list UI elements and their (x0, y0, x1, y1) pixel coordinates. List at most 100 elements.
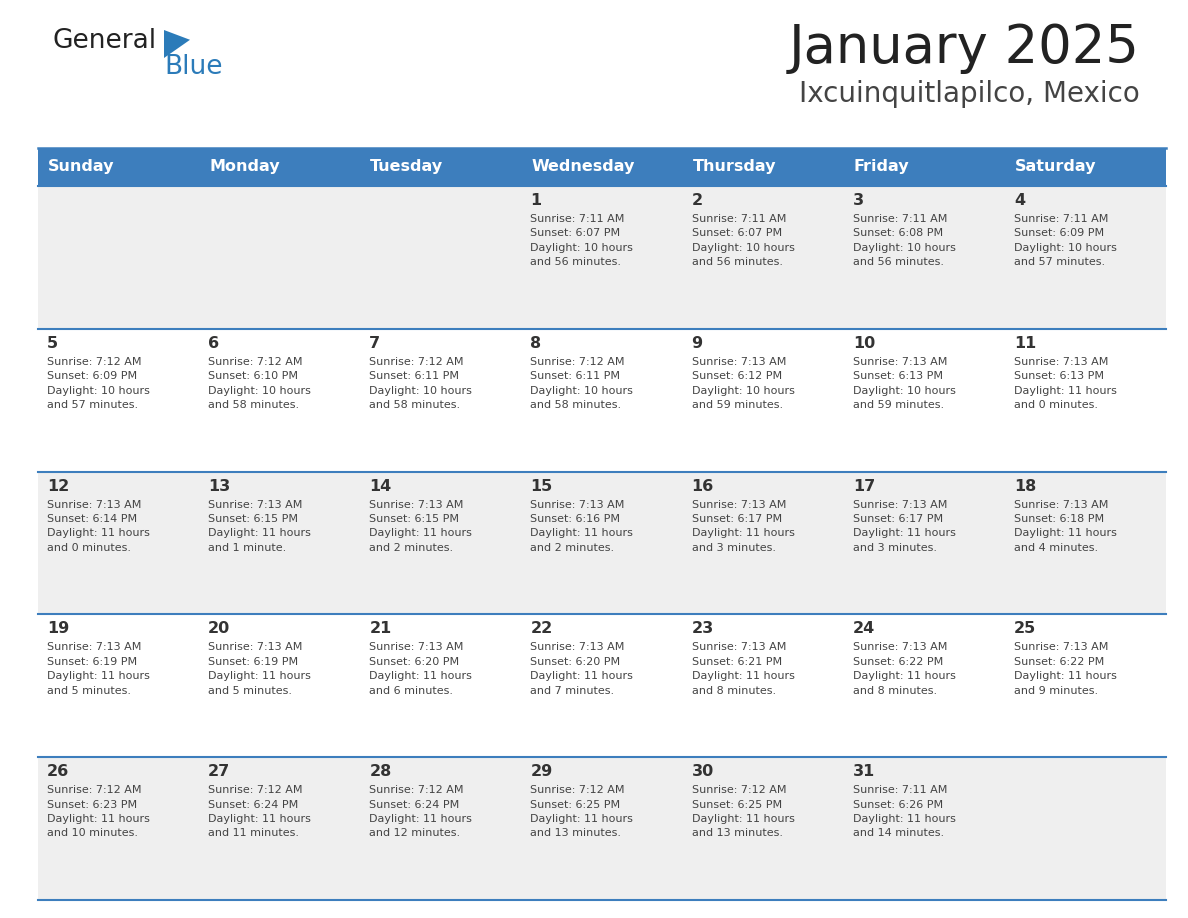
Text: Monday: Monday (209, 160, 279, 174)
Text: Sunrise: 7:13 AM
Sunset: 6:21 PM
Daylight: 11 hours
and 8 minutes.: Sunrise: 7:13 AM Sunset: 6:21 PM Dayligh… (691, 643, 795, 696)
Bar (1005, 757, 1165, 900)
Text: Sunrise: 7:13 AM
Sunset: 6:20 PM
Daylight: 11 hours
and 7 minutes.: Sunrise: 7:13 AM Sunset: 6:20 PM Dayligh… (530, 643, 633, 696)
Bar (38, 186, 200, 329)
Bar (683, 148, 843, 186)
Text: Sunrise: 7:12 AM
Sunset: 6:24 PM
Daylight: 11 hours
and 11 minutes.: Sunrise: 7:12 AM Sunset: 6:24 PM Dayligh… (208, 785, 311, 838)
Bar (1005, 186, 1165, 329)
Text: 29: 29 (530, 764, 552, 779)
Text: Blue: Blue (164, 54, 222, 80)
Bar (38, 329, 200, 472)
Bar (200, 329, 360, 472)
Text: 13: 13 (208, 478, 230, 494)
Text: Sunrise: 7:11 AM
Sunset: 6:08 PM
Daylight: 10 hours
and 56 minutes.: Sunrise: 7:11 AM Sunset: 6:08 PM Dayligh… (853, 214, 955, 267)
Text: Sunrise: 7:13 AM
Sunset: 6:18 PM
Daylight: 11 hours
and 4 minutes.: Sunrise: 7:13 AM Sunset: 6:18 PM Dayligh… (1013, 499, 1117, 553)
Text: 12: 12 (48, 478, 69, 494)
Text: Sunrise: 7:12 AM
Sunset: 6:10 PM
Daylight: 10 hours
and 58 minutes.: Sunrise: 7:12 AM Sunset: 6:10 PM Dayligh… (208, 357, 311, 410)
Text: Friday: Friday (854, 160, 909, 174)
Text: Sunrise: 7:11 AM
Sunset: 6:26 PM
Daylight: 11 hours
and 14 minutes.: Sunrise: 7:11 AM Sunset: 6:26 PM Dayligh… (853, 785, 955, 838)
Bar (360, 472, 522, 614)
Text: Sunrise: 7:13 AM
Sunset: 6:15 PM
Daylight: 11 hours
and 1 minute.: Sunrise: 7:13 AM Sunset: 6:15 PM Dayligh… (208, 499, 311, 553)
Text: 19: 19 (48, 621, 69, 636)
Text: 28: 28 (369, 764, 392, 779)
Text: 2: 2 (691, 193, 702, 208)
Text: 11: 11 (1013, 336, 1036, 351)
Bar (1005, 148, 1165, 186)
Bar (200, 614, 360, 757)
Bar (38, 757, 200, 900)
Text: 20: 20 (208, 621, 230, 636)
Text: Sunrise: 7:12 AM
Sunset: 6:24 PM
Daylight: 11 hours
and 12 minutes.: Sunrise: 7:12 AM Sunset: 6:24 PM Dayligh… (369, 785, 472, 838)
Text: Sunrise: 7:12 AM
Sunset: 6:11 PM
Daylight: 10 hours
and 58 minutes.: Sunrise: 7:12 AM Sunset: 6:11 PM Dayligh… (530, 357, 633, 410)
Text: 8: 8 (530, 336, 542, 351)
Bar (1005, 329, 1165, 472)
Bar (200, 757, 360, 900)
Text: Sunrise: 7:12 AM
Sunset: 6:25 PM
Daylight: 11 hours
and 13 minutes.: Sunrise: 7:12 AM Sunset: 6:25 PM Dayligh… (691, 785, 795, 838)
Text: 6: 6 (208, 336, 220, 351)
Text: Sunday: Sunday (48, 160, 114, 174)
Text: 9: 9 (691, 336, 702, 351)
Text: 25: 25 (1013, 621, 1036, 636)
Bar (843, 757, 1005, 900)
Bar (360, 148, 522, 186)
Text: Sunrise: 7:12 AM
Sunset: 6:23 PM
Daylight: 11 hours
and 10 minutes.: Sunrise: 7:12 AM Sunset: 6:23 PM Dayligh… (48, 785, 150, 838)
Text: Sunrise: 7:11 AM
Sunset: 6:07 PM
Daylight: 10 hours
and 56 minutes.: Sunrise: 7:11 AM Sunset: 6:07 PM Dayligh… (530, 214, 633, 267)
Bar (683, 614, 843, 757)
Text: Sunrise: 7:11 AM
Sunset: 6:09 PM
Daylight: 10 hours
and 57 minutes.: Sunrise: 7:11 AM Sunset: 6:09 PM Dayligh… (1013, 214, 1117, 267)
Text: 4: 4 (1013, 193, 1025, 208)
Bar (843, 186, 1005, 329)
Text: Sunrise: 7:13 AM
Sunset: 6:20 PM
Daylight: 11 hours
and 6 minutes.: Sunrise: 7:13 AM Sunset: 6:20 PM Dayligh… (369, 643, 472, 696)
Text: 24: 24 (853, 621, 876, 636)
Text: 31: 31 (853, 764, 876, 779)
Text: January 2025: January 2025 (789, 22, 1140, 74)
Polygon shape (164, 30, 190, 58)
Text: 18: 18 (1013, 478, 1036, 494)
Text: 27: 27 (208, 764, 230, 779)
Bar (38, 614, 200, 757)
Text: 23: 23 (691, 621, 714, 636)
Text: 15: 15 (530, 478, 552, 494)
Bar (522, 757, 683, 900)
Text: Wednesday: Wednesday (531, 160, 634, 174)
Bar (200, 186, 360, 329)
Bar (360, 329, 522, 472)
Text: Sunrise: 7:11 AM
Sunset: 6:07 PM
Daylight: 10 hours
and 56 minutes.: Sunrise: 7:11 AM Sunset: 6:07 PM Dayligh… (691, 214, 795, 267)
Text: 17: 17 (853, 478, 876, 494)
Bar (683, 329, 843, 472)
Text: 10: 10 (853, 336, 876, 351)
Text: 26: 26 (48, 764, 69, 779)
Text: Sunrise: 7:13 AM
Sunset: 6:19 PM
Daylight: 11 hours
and 5 minutes.: Sunrise: 7:13 AM Sunset: 6:19 PM Dayligh… (208, 643, 311, 696)
Text: 22: 22 (530, 621, 552, 636)
Bar (522, 329, 683, 472)
Text: 5: 5 (48, 336, 58, 351)
Bar (522, 614, 683, 757)
Text: 21: 21 (369, 621, 392, 636)
Bar (522, 148, 683, 186)
Text: Sunrise: 7:12 AM
Sunset: 6:09 PM
Daylight: 10 hours
and 57 minutes.: Sunrise: 7:12 AM Sunset: 6:09 PM Dayligh… (48, 357, 150, 410)
Text: Sunrise: 7:13 AM
Sunset: 6:14 PM
Daylight: 11 hours
and 0 minutes.: Sunrise: 7:13 AM Sunset: 6:14 PM Dayligh… (48, 499, 150, 553)
Bar (360, 186, 522, 329)
Text: Sunrise: 7:12 AM
Sunset: 6:25 PM
Daylight: 11 hours
and 13 minutes.: Sunrise: 7:12 AM Sunset: 6:25 PM Dayligh… (530, 785, 633, 838)
Bar (522, 186, 683, 329)
Bar (38, 148, 200, 186)
Bar (683, 472, 843, 614)
Text: 30: 30 (691, 764, 714, 779)
Bar (200, 472, 360, 614)
Bar (360, 757, 522, 900)
Text: Sunrise: 7:13 AM
Sunset: 6:12 PM
Daylight: 10 hours
and 59 minutes.: Sunrise: 7:13 AM Sunset: 6:12 PM Dayligh… (691, 357, 795, 410)
Bar (843, 614, 1005, 757)
Bar (1005, 472, 1165, 614)
Text: 14: 14 (369, 478, 392, 494)
Text: Sunrise: 7:13 AM
Sunset: 6:16 PM
Daylight: 11 hours
and 2 minutes.: Sunrise: 7:13 AM Sunset: 6:16 PM Dayligh… (530, 499, 633, 553)
Bar (683, 757, 843, 900)
Text: Sunrise: 7:13 AM
Sunset: 6:13 PM
Daylight: 11 hours
and 0 minutes.: Sunrise: 7:13 AM Sunset: 6:13 PM Dayligh… (1013, 357, 1117, 410)
Text: Sunrise: 7:13 AM
Sunset: 6:17 PM
Daylight: 11 hours
and 3 minutes.: Sunrise: 7:13 AM Sunset: 6:17 PM Dayligh… (691, 499, 795, 553)
Text: Thursday: Thursday (693, 160, 776, 174)
Text: Sunrise: 7:13 AM
Sunset: 6:13 PM
Daylight: 10 hours
and 59 minutes.: Sunrise: 7:13 AM Sunset: 6:13 PM Dayligh… (853, 357, 955, 410)
Text: Sunrise: 7:13 AM
Sunset: 6:22 PM
Daylight: 11 hours
and 8 minutes.: Sunrise: 7:13 AM Sunset: 6:22 PM Dayligh… (853, 643, 955, 696)
Text: Sunrise: 7:13 AM
Sunset: 6:19 PM
Daylight: 11 hours
and 5 minutes.: Sunrise: 7:13 AM Sunset: 6:19 PM Dayligh… (48, 643, 150, 696)
Bar (683, 186, 843, 329)
Text: 16: 16 (691, 478, 714, 494)
Text: Sunrise: 7:13 AM
Sunset: 6:22 PM
Daylight: 11 hours
and 9 minutes.: Sunrise: 7:13 AM Sunset: 6:22 PM Dayligh… (1013, 643, 1117, 696)
Bar (200, 148, 360, 186)
Bar (360, 614, 522, 757)
